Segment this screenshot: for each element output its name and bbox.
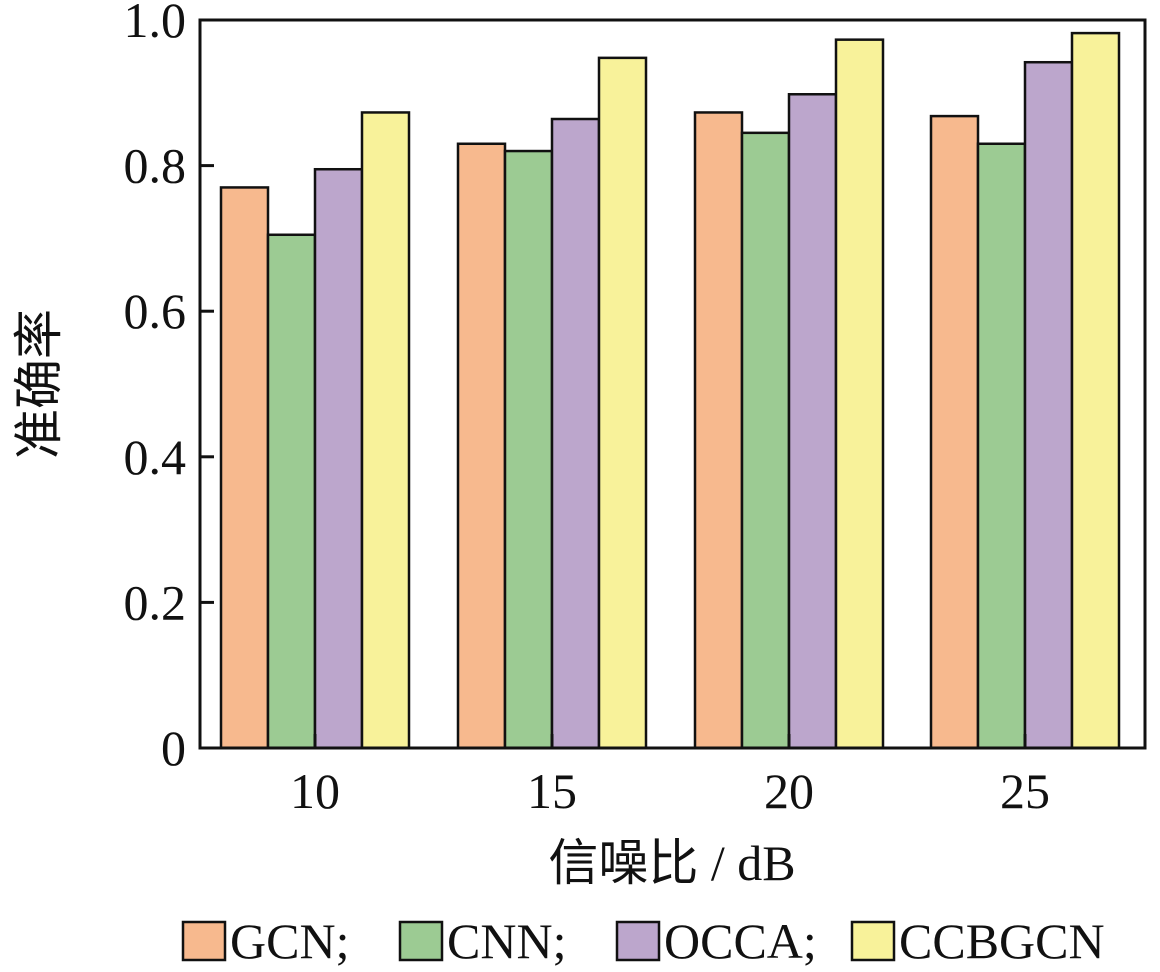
- x-tick-label: 20: [764, 763, 814, 819]
- bar-25-ccbgcn: [1070, 31, 1121, 750]
- y-tick-label: 0: [161, 720, 186, 776]
- legend-label-ccbgcn: CCBGCN: [899, 913, 1105, 969]
- y-tick-label: 0.8: [124, 138, 187, 194]
- bar-20-gcn: [693, 111, 744, 750]
- bar-10-ccbgcn: [360, 111, 411, 750]
- legend-label-occa: OCCA;: [664, 913, 817, 969]
- bar-10-occa: [313, 167, 364, 750]
- legend: GCN; CNN; OCCA; CCBGCN: [181, 913, 1105, 969]
- bar-10-gcn: [219, 186, 270, 750]
- bar-15-occa: [550, 117, 601, 750]
- bar-25-cnn: [976, 142, 1027, 750]
- bar-10-cnn: [266, 233, 317, 750]
- bars-group: [219, 31, 1121, 750]
- x-axis-label: 信噪比 / dB: [548, 835, 795, 891]
- y-axis-label: 准确率: [11, 309, 67, 459]
- x-axis-ticks: 10 15 20 25: [290, 734, 1050, 819]
- legend-swatch-ccbgcn: [850, 920, 896, 962]
- legend-swatch-occa: [615, 920, 661, 962]
- x-tick-label: 25: [1000, 763, 1050, 819]
- bar-20-occa: [787, 93, 838, 750]
- bar-15-cnn: [503, 149, 554, 750]
- bar-15-ccbgcn: [597, 56, 648, 750]
- y-tick-label: 0.2: [124, 574, 187, 630]
- bar-15-gcn: [456, 142, 507, 750]
- x-tick-label: 15: [527, 763, 577, 819]
- bar-20-ccbgcn: [834, 38, 885, 750]
- y-tick-label: 0.6: [124, 283, 187, 339]
- y-axis-ticks: 0 0.2 0.4 0.6 0.8 1.0: [124, 0, 214, 776]
- legend-swatch-gcn: [181, 920, 227, 962]
- legend-label-cnn: CNN;: [447, 913, 566, 969]
- x-tick-label: 10: [290, 763, 340, 819]
- bar-20-cnn: [740, 131, 791, 750]
- y-tick-label: 1.0: [124, 0, 187, 48]
- plot-frame: [198, 18, 1147, 750]
- y-tick-label: 0.4: [124, 429, 187, 485]
- bar-25-gcn: [929, 114, 980, 750]
- bar-25-occa: [1023, 60, 1074, 750]
- legend-swatch-cnn: [398, 920, 444, 962]
- legend-label-gcn: GCN;: [230, 913, 349, 969]
